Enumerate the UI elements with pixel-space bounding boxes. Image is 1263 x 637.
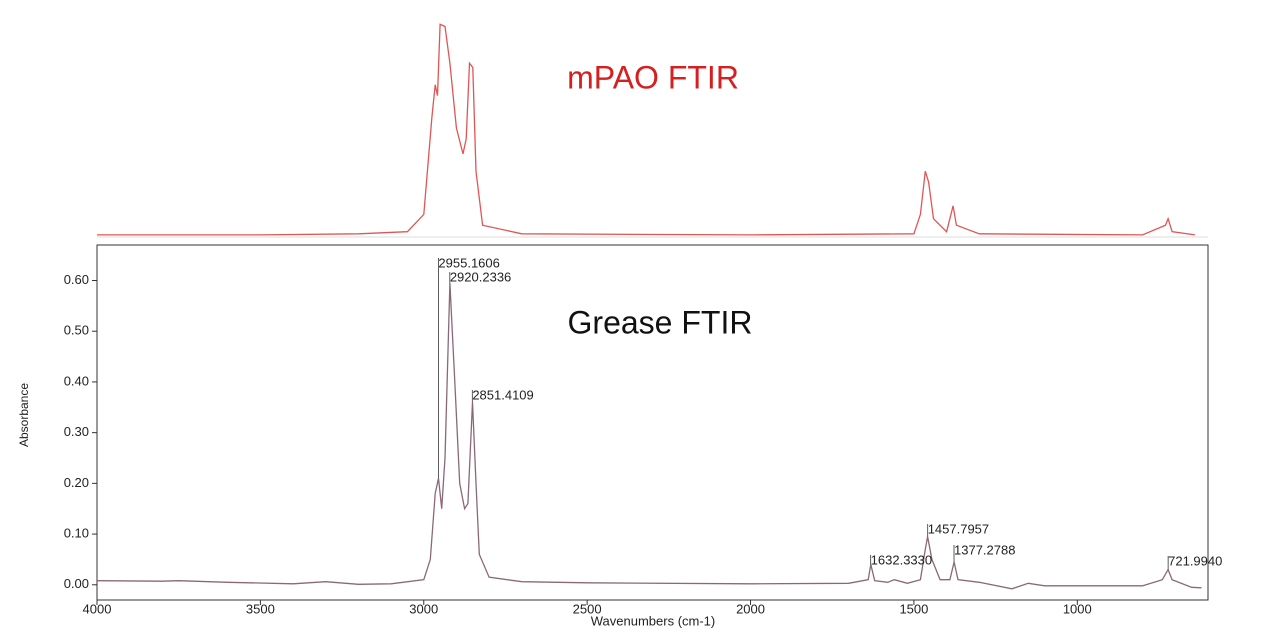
peak-label: 1377.2788: [954, 542, 1015, 557]
peak-label: 2851.4109: [472, 387, 533, 402]
x-tick-label: 2500: [573, 601, 602, 616]
peak-label: 2920.2336: [450, 269, 511, 284]
x-tick-label: 4000: [83, 601, 112, 616]
y-tick-label: 0.00: [64, 576, 89, 591]
peak-label: 1457.7957: [928, 521, 989, 536]
y-tick-label: 0.30: [64, 424, 89, 439]
plot-frame: [96, 244, 1209, 601]
x-tick-label: 2000: [736, 601, 765, 616]
y-tick-label: 0.10: [64, 526, 89, 541]
x-tick-label: 1500: [899, 601, 928, 616]
y-tick-label: 0.20: [64, 475, 89, 490]
peak-label: 1632.3330: [871, 552, 932, 567]
x-tick-label: 3000: [409, 601, 438, 616]
y-tick-label: 0.60: [64, 272, 89, 287]
peak-label: 2955.1606: [438, 255, 499, 270]
y-axis-label: Absorbance: [17, 383, 31, 447]
peak-label: 721.9940: [1168, 553, 1222, 568]
y-tick-label: 0.50: [64, 323, 89, 338]
x-tick-label: 3500: [246, 601, 275, 616]
spectrum-line: [97, 23, 1195, 236]
spectrum-line: [96, 282, 1202, 590]
chart-title: mPAO FTIR: [567, 59, 739, 95]
x-tick-label: 1000: [1063, 601, 1092, 616]
y-tick-label: 0.40: [64, 373, 89, 388]
x-axis-label: Wavenumbers (cm-1): [591, 613, 715, 628]
chart-title: Grease FTIR: [568, 304, 753, 340]
